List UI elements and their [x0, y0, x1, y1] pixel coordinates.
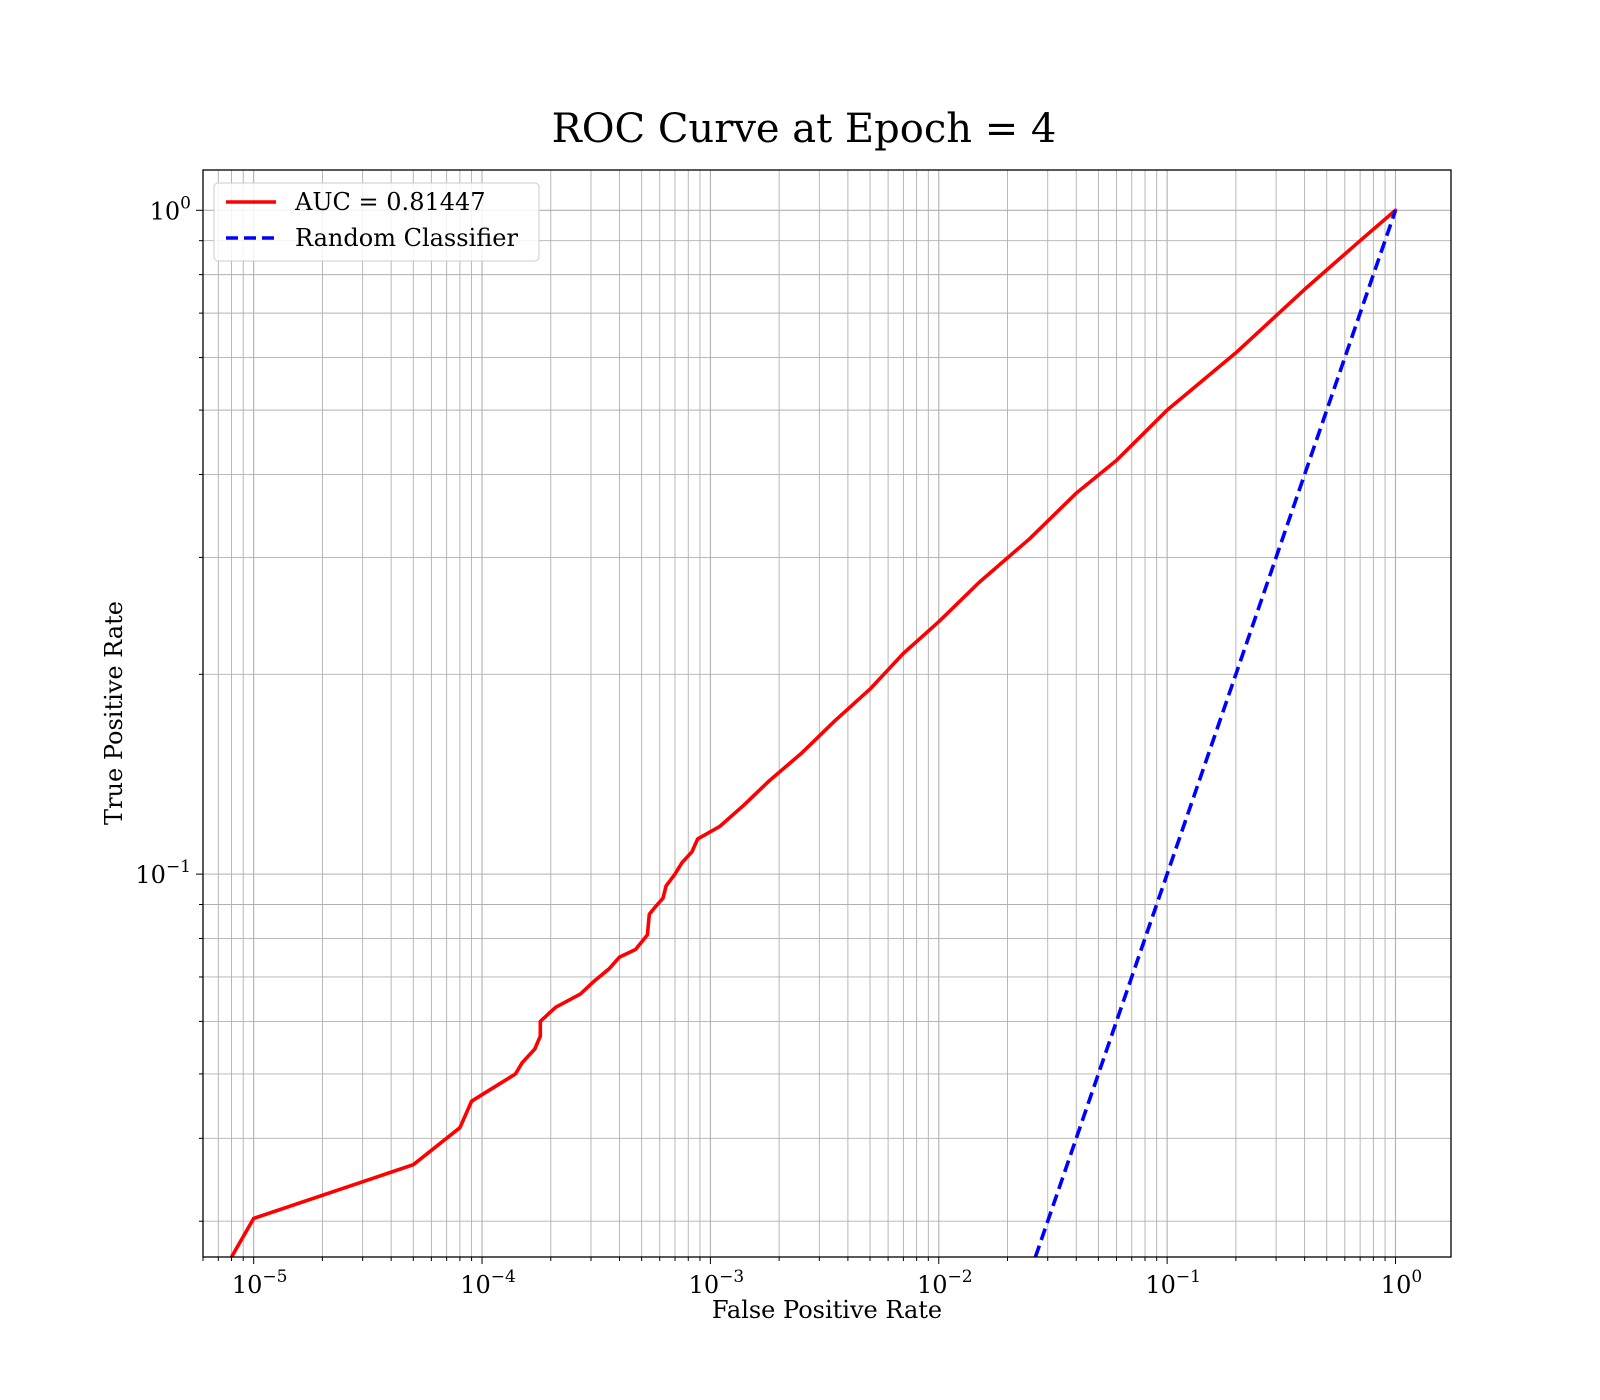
series-lines: [229, 208, 1398, 1257]
x-tick-label: 10−4: [460, 1267, 516, 1299]
roc-curve-line: [229, 208, 1398, 1257]
random-classifier-line: [1033, 209, 1398, 1257]
y-tick-label: 100: [150, 193, 191, 225]
legend-box: [213, 182, 540, 262]
legend: AUC = 0.81447 Random Classifier: [213, 182, 540, 262]
legend-label-auc: AUC = 0.81447: [294, 188, 486, 216]
legend-label-random: Random Classifier: [295, 224, 518, 252]
x-tick-label: 10−1: [1145, 1267, 1201, 1299]
x-tick-label: 10−3: [689, 1267, 745, 1299]
plot-frame: [202, 169, 1452, 1258]
chart-title: ROC Curve at Epoch = 4: [552, 106, 1057, 152]
y-tick-label: 10−1: [135, 857, 191, 889]
axis-tick-labels: 10−5 10−4 10−3 10−2 10−1 100 10−1 100: [135, 193, 1422, 1299]
y-axis-label: True Positive Rate: [100, 601, 128, 825]
x-tick-label: 10−5: [232, 1267, 288, 1299]
x-tick-label: 100: [1381, 1267, 1422, 1299]
x-tick-label: 10−2: [917, 1267, 973, 1299]
axis-ticks: [196, 209, 1396, 1264]
x-axis-label: False Positive Rate: [712, 1296, 942, 1324]
